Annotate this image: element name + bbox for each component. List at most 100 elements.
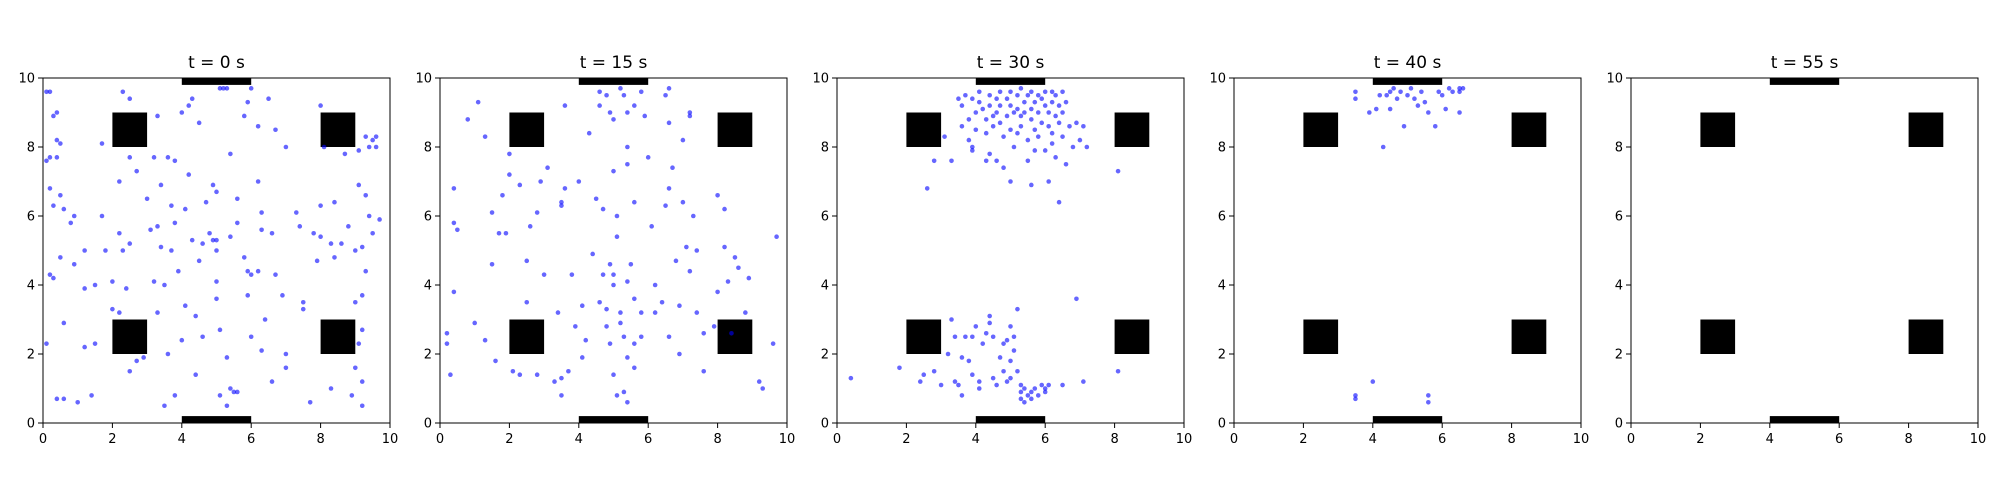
person-point <box>266 96 271 101</box>
person-point <box>604 324 609 329</box>
person-point <box>990 375 996 381</box>
person-point <box>1032 148 1038 153</box>
person-point <box>1063 161 1069 167</box>
person-point <box>482 337 488 343</box>
person-point <box>196 258 202 264</box>
person-point <box>1408 86 1414 91</box>
y-tick-label: 2 <box>1218 348 1226 363</box>
obstacle <box>112 112 148 147</box>
obstacle <box>509 319 545 354</box>
person-point <box>496 230 502 236</box>
obstacle <box>1908 319 1944 354</box>
person-point <box>1008 358 1013 364</box>
person-point <box>1015 306 1020 312</box>
person-point <box>353 365 358 371</box>
person-point <box>1412 96 1417 101</box>
person-point <box>597 89 602 95</box>
person-point <box>1115 168 1121 174</box>
person-point <box>1029 182 1034 188</box>
y-tick-label: 2 <box>27 348 35 363</box>
person-point <box>1025 393 1031 398</box>
person-point <box>652 282 658 288</box>
person-point <box>1032 386 1038 391</box>
person-point <box>524 258 530 264</box>
person-point <box>1081 379 1086 384</box>
y-tick-label: 6 <box>1615 210 1623 225</box>
person-point <box>1025 158 1031 164</box>
person-point <box>356 182 362 188</box>
person-point <box>359 244 365 250</box>
person-point <box>1004 96 1010 101</box>
person-point <box>1039 96 1045 101</box>
x-tick-label: 8 <box>713 432 721 447</box>
person-point <box>203 199 209 205</box>
exit-bar <box>1372 416 1443 423</box>
person-point <box>976 386 982 391</box>
x-tick-label: 2 <box>902 432 910 447</box>
person-point <box>196 120 202 126</box>
person-point <box>1060 89 1065 95</box>
person-point <box>110 306 115 312</box>
person-point <box>614 393 620 398</box>
subplot-4: t = 55 s 0 2 4 6 8 10 0 2 4 6 8 10 <box>1606 53 1986 447</box>
person-point <box>687 268 693 274</box>
person-point <box>966 358 972 364</box>
person-point <box>621 389 627 395</box>
person-point <box>165 351 171 357</box>
person-point <box>377 217 382 222</box>
x-tick-label: 2 <box>108 432 116 447</box>
person-point <box>517 182 523 188</box>
person-point <box>363 193 369 198</box>
y-tick-label: 8 <box>424 141 432 156</box>
person-point <box>179 110 185 115</box>
person-point <box>611 272 616 277</box>
person-point <box>942 134 947 139</box>
person-point <box>248 272 254 277</box>
person-point <box>503 230 509 236</box>
person-point <box>214 237 219 243</box>
person-point <box>217 393 223 398</box>
person-point <box>973 127 979 133</box>
x-tick-label: 0 <box>833 432 841 447</box>
person-point <box>172 220 178 226</box>
person-point <box>1046 179 1051 184</box>
person-point <box>1056 199 1062 205</box>
person-point <box>569 272 575 277</box>
person-point <box>1084 144 1090 150</box>
obstacle <box>1303 319 1339 354</box>
person-point <box>1039 120 1045 126</box>
subplot-2: t = 30 s 0 2 4 6 8 10 0 2 4 6 8 10 <box>812 53 1192 447</box>
person-point <box>214 296 219 302</box>
obstacle <box>1908 112 1944 147</box>
person-point <box>562 186 568 191</box>
person-point <box>1443 106 1448 112</box>
person-point <box>493 358 498 364</box>
person-point <box>621 334 627 340</box>
person-point <box>245 268 251 274</box>
x-tick-label: 0 <box>436 432 444 447</box>
person-point <box>1011 110 1017 115</box>
person-point <box>541 272 547 277</box>
person-point <box>71 262 77 267</box>
person-point <box>318 203 323 208</box>
person-point <box>92 341 98 346</box>
person-point <box>82 286 87 291</box>
person-point <box>451 220 457 226</box>
x-tick-label: 8 <box>316 432 324 447</box>
person-point <box>1042 386 1048 391</box>
person-point <box>1029 89 1034 95</box>
x-tick-label: 0 <box>1627 432 1635 447</box>
y-tick-label: 0 <box>424 417 432 432</box>
obstacle <box>906 112 942 147</box>
person-point <box>359 293 365 298</box>
y-tick-label: 8 <box>821 141 829 156</box>
person-point <box>228 386 233 391</box>
person-point <box>559 199 564 205</box>
person-point <box>228 151 233 157</box>
x-tick-label: 10 <box>1176 432 1193 447</box>
person-point <box>722 244 727 250</box>
person-point <box>318 234 323 239</box>
person-point <box>607 110 613 115</box>
person-point <box>1001 134 1006 139</box>
person-point <box>245 99 251 105</box>
